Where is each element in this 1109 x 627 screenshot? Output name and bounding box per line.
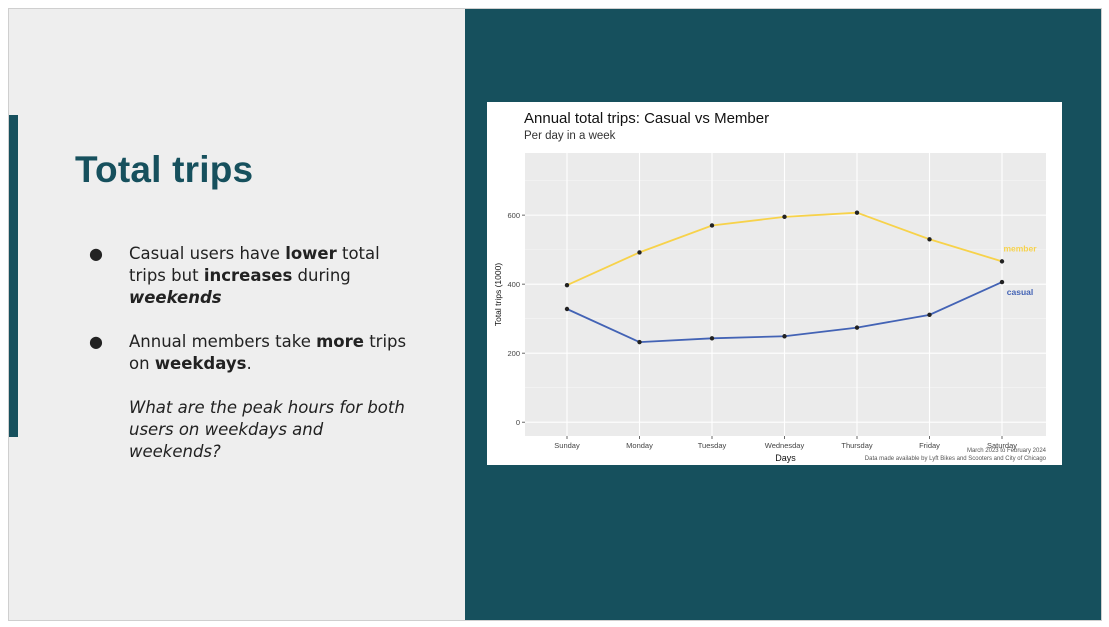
x-tick-label: Monday <box>626 441 653 450</box>
data-point-casual <box>927 312 932 318</box>
y-tick-label: 0 <box>516 418 520 427</box>
x-axis-label: Days <box>775 453 796 463</box>
bullet-text-part: more <box>316 332 364 351</box>
data-point-member <box>854 210 860 215</box>
bullet-text: Casual users have lower total trips but … <box>129 244 380 307</box>
chart-caption-date: March 2023 to February 2024 <box>967 448 1047 454</box>
y-tick-label: 600 <box>507 211 520 220</box>
bullet-text-part: weekdays <box>154 354 247 373</box>
bullet-dot-icon: ● <box>89 244 103 263</box>
data-point-member <box>927 237 932 242</box>
data-point-casual <box>999 279 1005 285</box>
data-point-member <box>999 259 1005 264</box>
bullet-item-casual: ● Casual users have lower total trips bu… <box>89 243 409 309</box>
bullet-text-part: lower <box>285 244 337 263</box>
series-label-member: member <box>1003 243 1037 253</box>
left-panel: Total trips ● Casual users have lower to… <box>9 9 465 620</box>
x-tick-label: Tuesday <box>698 441 727 450</box>
bullet-dot-icon: ● <box>89 332 103 351</box>
bullet-text-part: . <box>246 354 252 373</box>
bullet-text-part: Annual members take <box>129 332 317 351</box>
bullet-text-part: increases <box>203 266 293 285</box>
data-point-member <box>782 214 787 220</box>
chart-title: Annual total trips: Casual vs Member <box>524 110 769 127</box>
bullet-text-part: total trips but <box>129 244 380 285</box>
chart-subtitle: Per day in a week <box>524 130 616 142</box>
bullet-text-part: trips on <box>129 332 407 373</box>
data-point-casual <box>854 325 860 330</box>
data-point-member <box>637 250 642 255</box>
bullet-item-members: ● Annual members take more trips on week… <box>89 331 409 463</box>
accent-bar <box>9 115 18 437</box>
bullet-text-part: Casual users have <box>129 244 286 263</box>
data-point-casual <box>782 334 787 339</box>
x-tick-label: Saturday <box>987 441 1017 450</box>
x-tick-label: Thursday <box>841 441 873 450</box>
series-label-casual: casual <box>1007 287 1033 297</box>
data-point-member <box>564 282 570 288</box>
data-point-member <box>709 223 715 228</box>
y-axis-label: Total trips (1000) <box>493 263 503 326</box>
data-point-casual <box>637 339 642 345</box>
chart-card: Annual total trips: Casual vs Member Per … <box>487 102 1062 465</box>
chart-caption-source: Data made available by Lyft Bikes and Sc… <box>865 456 1047 462</box>
data-point-casual <box>709 336 715 341</box>
bullet-text-part: weekends <box>129 288 222 307</box>
bullet-text: Annual members take more trips on weekda… <box>129 332 406 373</box>
data-point-casual <box>564 306 570 312</box>
bullet-text-part: during <box>292 266 351 285</box>
bullet-list: ● Casual users have lower total trips bu… <box>89 243 409 485</box>
slide-title: Total trips <box>75 149 254 190</box>
x-tick-label: Wednesday <box>765 441 805 450</box>
x-tick-label: Friday <box>919 441 940 450</box>
bullet-question: What are the peak hours for both users o… <box>129 398 405 461</box>
plot-panel <box>525 153 1046 436</box>
y-tick-label: 200 <box>507 349 520 358</box>
y-tick-label: 400 <box>507 280 520 289</box>
x-tick-label: Sunday <box>554 441 580 450</box>
line-chart: Annual total trips: Casual vs Member Per … <box>493 110 1047 463</box>
